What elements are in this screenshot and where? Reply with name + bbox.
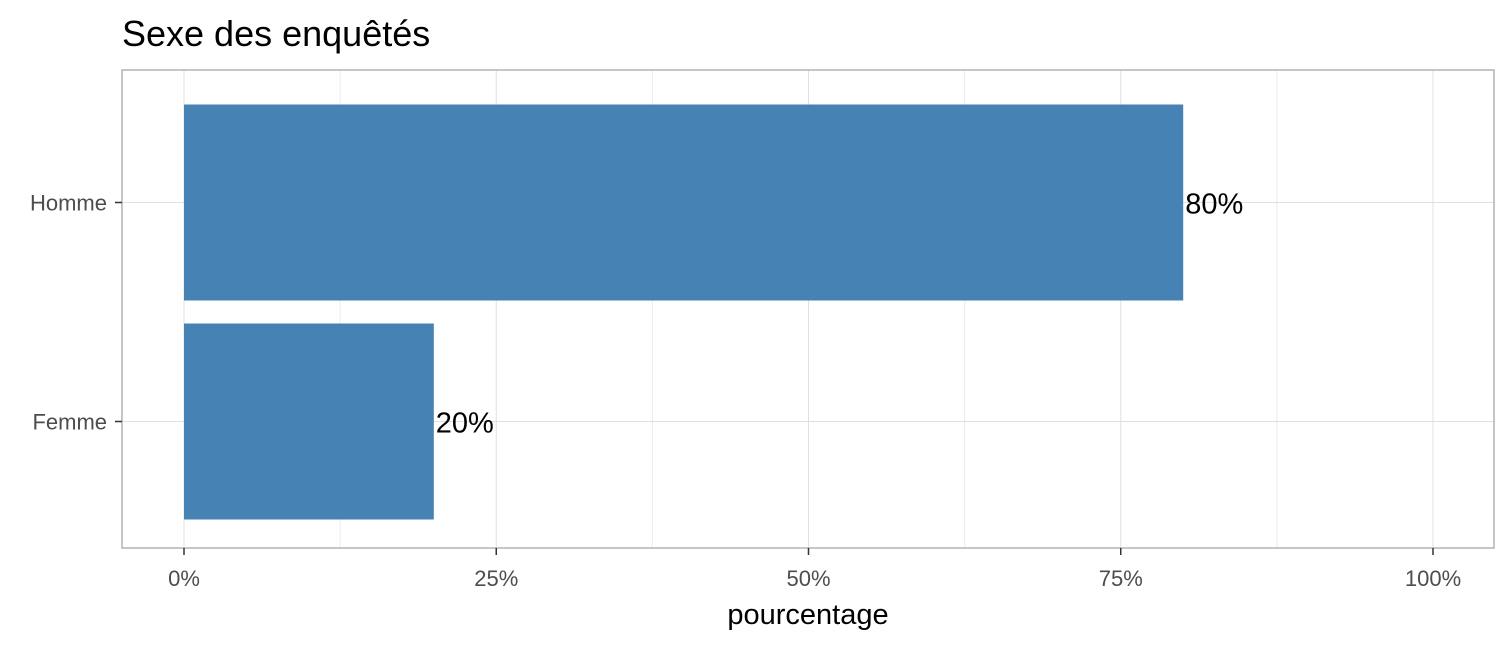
bar-femme bbox=[184, 323, 434, 520]
x-tick-label: 100% bbox=[1405, 566, 1461, 591]
chart-title: Sexe des enquêtés bbox=[122, 13, 430, 54]
x-axis-title: pourcentage bbox=[727, 599, 888, 631]
y-tick-label-femme: Femme bbox=[32, 410, 107, 435]
x-tick-label: 75% bbox=[1099, 566, 1143, 591]
data-label-femme: 20% bbox=[436, 408, 494, 440]
x-tick-label: 25% bbox=[474, 566, 518, 591]
y-tick-label-homme: Homme bbox=[30, 191, 107, 216]
x-tick-label: 50% bbox=[786, 566, 830, 591]
bar-homme bbox=[184, 104, 1184, 301]
x-tick-label: 0% bbox=[168, 566, 200, 591]
data-label-homme: 80% bbox=[1185, 189, 1243, 221]
x-axis: 0% 25% 50% 75% 100% bbox=[168, 548, 1461, 591]
bars: 80% 20% bbox=[184, 104, 1243, 520]
y-axis: Homme Femme bbox=[30, 191, 122, 435]
